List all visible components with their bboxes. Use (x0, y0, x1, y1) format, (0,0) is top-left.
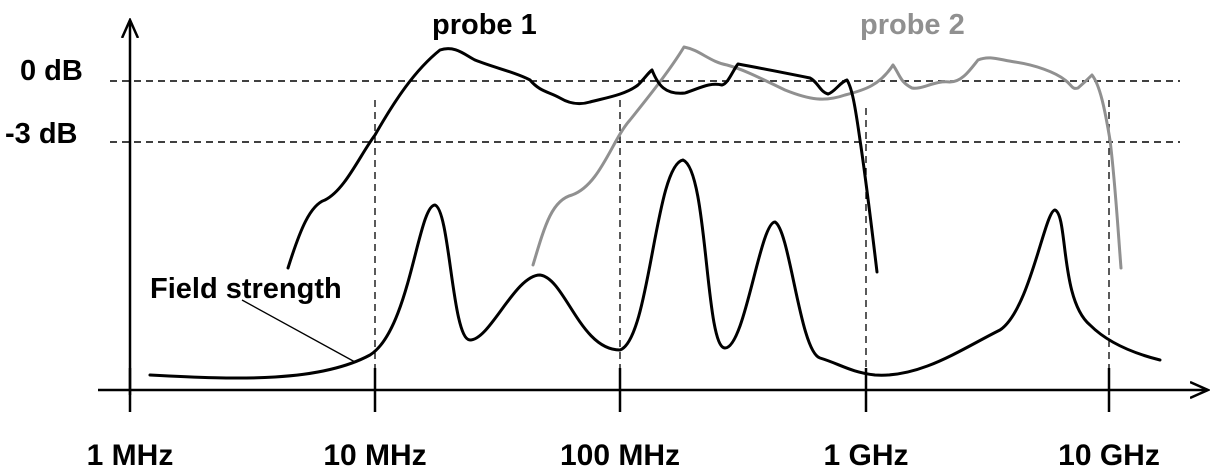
minus-3db-label: -3 dB (5, 118, 78, 150)
x-label-100mhz: 100 MHz (560, 439, 680, 471)
x-axis-ticks (128, 368, 1111, 412)
probe-2-curve (531, 45, 1123, 270)
field-strength-leader-line (241, 299, 356, 363)
x-label-1mhz: 1 MHz (87, 439, 174, 471)
probe-2-label: probe 2 (860, 9, 965, 41)
field-strength-curve (148, 158, 1162, 380)
x-label-1ghz: 1 GHz (823, 439, 908, 471)
field-strength-label: Field strength (150, 273, 342, 305)
x-label-10mhz: 10 MHz (323, 439, 426, 471)
zero-db-label: 0 dB (20, 55, 83, 87)
probe-1-curve (286, 47, 879, 274)
probe-1-label: probe 1 (432, 9, 537, 41)
x-label-10ghz: 10 GHz (1058, 439, 1160, 471)
